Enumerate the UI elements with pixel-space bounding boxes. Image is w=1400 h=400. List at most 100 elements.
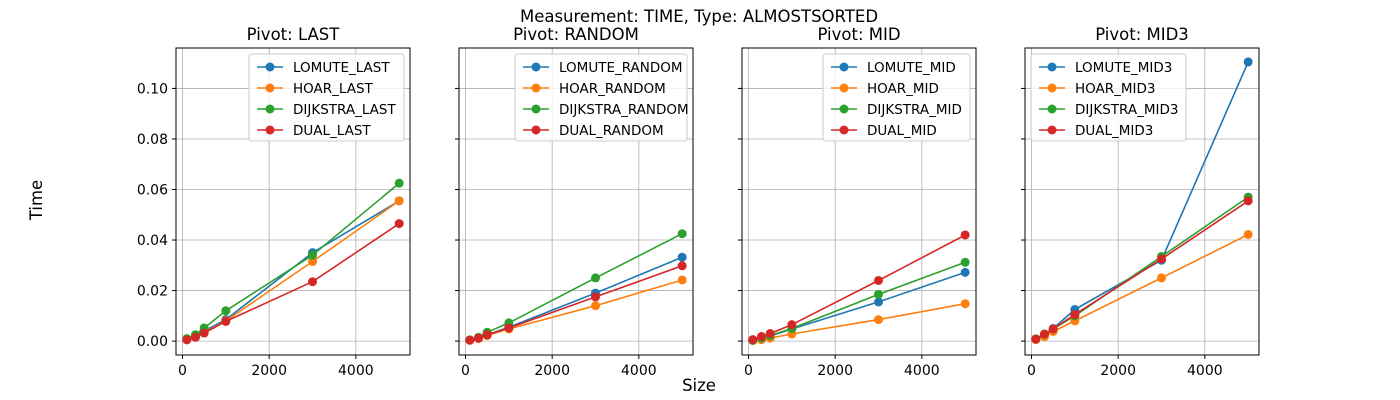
data-point xyxy=(787,320,797,330)
data-point xyxy=(677,229,687,239)
subplot-2: 0 2000 4000 Pivot: RANDOM LOMUTE_RANDOM HOAR_… xyxy=(455,25,694,379)
x-tick-label: 4000 xyxy=(338,363,374,379)
legend-label: LOMUTE_MID xyxy=(867,60,956,76)
data-point xyxy=(394,219,404,229)
data-point xyxy=(960,267,970,277)
x-tick-label: 0 xyxy=(744,363,753,379)
legend-label: DIJKSTRA_RANDOM xyxy=(559,102,689,118)
legend-label: LOMUTE_LAST xyxy=(293,60,390,76)
y-tick-label: 0.04 xyxy=(137,233,168,249)
data-point xyxy=(1031,334,1041,344)
y-tick-label: 0.06 xyxy=(137,182,168,198)
data-point xyxy=(874,297,883,307)
legend-marker xyxy=(1047,62,1057,72)
legend-marker xyxy=(1047,83,1057,93)
legend-marker xyxy=(531,125,541,135)
data-point xyxy=(1243,57,1253,67)
legend-box xyxy=(822,53,971,142)
subplot-3: 0 2000 4000 Pivot: MID LOMUTE_MID HOAR_MID DIJ… xyxy=(738,25,977,379)
data-point xyxy=(308,277,317,287)
x-tick-label: 2000 xyxy=(1100,363,1136,379)
axes-frame xyxy=(458,47,694,356)
subplot-title: Pivot: LAST xyxy=(247,25,341,44)
subplots: 0 2000 4000 0.00 0.02 0.04 0.06 0.08 0.10 Pivot: … xyxy=(137,25,1260,379)
data-point xyxy=(221,316,231,326)
axes-frame xyxy=(741,47,977,356)
data-point xyxy=(677,275,687,285)
legend-marker xyxy=(839,125,849,135)
legend-box xyxy=(514,53,688,142)
legend-marker xyxy=(531,104,541,114)
x-tick-label: 0 xyxy=(461,363,470,379)
axes-frame xyxy=(1024,47,1260,356)
legend-marker xyxy=(265,83,275,93)
legend-box xyxy=(248,53,405,142)
legend-label: DUAL_LAST xyxy=(293,123,371,139)
legend-marker xyxy=(839,83,849,93)
data-point xyxy=(960,257,970,267)
subplot-title: Pivot: RANDOM xyxy=(513,25,639,44)
y-tick-label: 0.10 xyxy=(137,81,168,97)
subplot-1: 0 2000 4000 0.00 0.02 0.04 0.06 0.08 0.10 Pivot: … xyxy=(137,25,411,379)
subplot-title: Pivot: MID3 xyxy=(1095,25,1189,44)
data-point xyxy=(308,257,317,267)
data-point xyxy=(394,196,404,206)
legend-marker xyxy=(265,104,275,114)
subplot-4: 0 2000 4000 Pivot: MID3 LOMUTE_MID3 HOAR_MID3… xyxy=(1021,25,1260,379)
legend-label: DUAL_RANDOM xyxy=(559,123,664,139)
data-point xyxy=(504,323,514,333)
data-point xyxy=(199,328,209,338)
x-tick-label: 2000 xyxy=(251,363,287,379)
data-point xyxy=(482,330,492,340)
x-tick-label: 2000 xyxy=(817,363,853,379)
legend-label: LOMUTE_RANDOM xyxy=(559,60,683,76)
legend-label: DIJKSTRA_LAST xyxy=(293,102,396,118)
legend-label: DIJKSTRA_MID3 xyxy=(1075,102,1178,118)
x-tick-label: 0 xyxy=(1027,363,1036,379)
data-point xyxy=(874,289,883,299)
legend-marker xyxy=(265,125,275,135)
x-tick-label: 2000 xyxy=(534,363,570,379)
data-point xyxy=(591,292,600,302)
legend-label: HOAR_RANDOM xyxy=(559,81,666,97)
data-point xyxy=(960,299,970,309)
data-point xyxy=(191,332,200,342)
x-tick-label: 4000 xyxy=(621,363,657,379)
legend-marker xyxy=(839,104,849,114)
data-point xyxy=(1157,273,1166,283)
data-point xyxy=(474,333,483,343)
legend-marker xyxy=(839,62,849,72)
legend: LOMUTE_LAST HOAR_LAST DIJKSTRA_LAST DUAL_LA… xyxy=(248,53,405,142)
legend-label: DUAL_MID xyxy=(867,123,937,139)
data-point xyxy=(677,261,687,271)
legend-marker xyxy=(1047,104,1057,114)
data-point xyxy=(960,230,970,240)
legend-label: HOAR_MID xyxy=(867,81,939,97)
data-point xyxy=(465,335,475,345)
data-point xyxy=(677,252,687,262)
legend: LOMUTE_RANDOM HOAR_RANDOM DIJKSTRA_RANDOM D… xyxy=(514,53,689,142)
data-point xyxy=(182,335,192,345)
legend-label: LOMUTE_MID3 xyxy=(1075,60,1172,76)
legend-marker xyxy=(265,62,275,72)
x-tick-label: 4000 xyxy=(1187,363,1223,379)
y-tick-label: 0.08 xyxy=(137,132,168,148)
legend-marker xyxy=(531,62,541,72)
data-point xyxy=(748,335,758,345)
legend: LOMUTE_MID HOAR_MID DIJKSTRA_MID DUAL_MID xyxy=(822,53,971,142)
data-point xyxy=(308,250,317,260)
figure-ylabel: Time xyxy=(27,180,46,221)
x-tick-label: 4000 xyxy=(904,363,940,379)
subplot-title: Pivot: MID xyxy=(817,25,900,44)
data-point xyxy=(1157,254,1166,264)
data-point xyxy=(1243,229,1253,239)
data-point xyxy=(874,275,883,285)
legend-label: DUAL_MID3 xyxy=(1075,123,1153,139)
legend-label: DIJKSTRA_MID xyxy=(867,102,962,118)
figure-suptitle: Measurement: TIME, Type: ALMOSTSORTED xyxy=(520,7,878,26)
data-point xyxy=(591,273,600,283)
data-point xyxy=(1243,196,1253,206)
figure-xlabel: Size xyxy=(682,376,716,395)
axes-frame xyxy=(175,47,411,356)
